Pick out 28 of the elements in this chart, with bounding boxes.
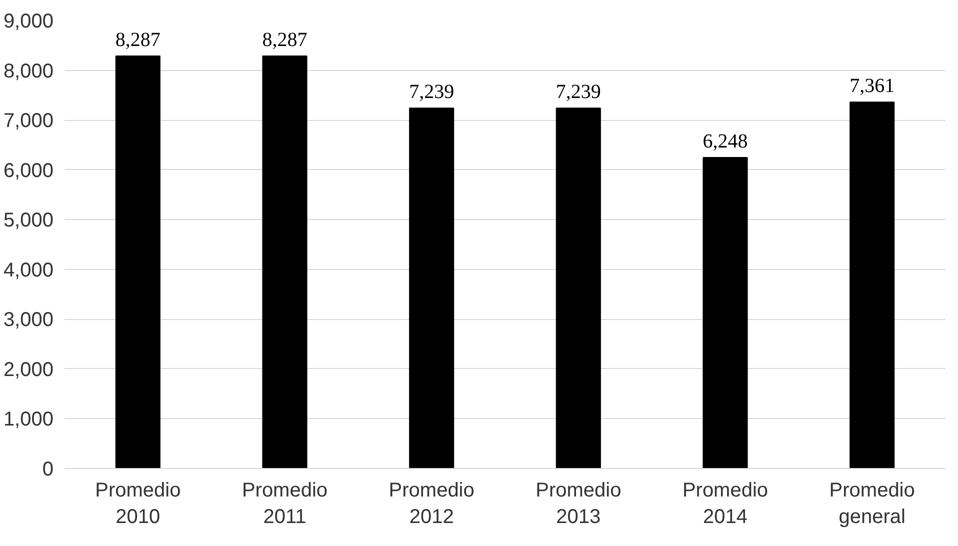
data-label: 7,361 [850, 75, 895, 98]
x-tick-label: Promedio general [829, 480, 915, 528]
y-tick-label: 9,000 [3, 10, 54, 32]
data-label: 8,287 [262, 28, 308, 51]
x-tick-label: Promedio 2014 [682, 480, 768, 528]
y-tick-label: 3,000 [3, 309, 54, 332]
y-tick-label: 6,000 [3, 160, 54, 182]
bar [115, 55, 160, 468]
y-tick-label: 5,000 [3, 210, 54, 232]
bar [409, 108, 454, 468]
x-tick-label: Promedio 2010 [95, 480, 181, 528]
y-tick-label: 0 [42, 458, 54, 480]
data-label: 6,248 [702, 130, 748, 152]
x-tick-label: Promedio 2011 [242, 480, 328, 528]
y-tick-label: 4,000 [3, 259, 54, 282]
bar [702, 156, 748, 468]
bar [556, 108, 601, 468]
y-tick-label: 8,000 [3, 60, 54, 82]
y-tick-label: 7,000 [3, 110, 54, 132]
x-tick-label: Promedio 2012 [388, 480, 474, 528]
data-label: 7,239 [409, 81, 454, 104]
y-tick-label: 1,000 [3, 408, 54, 431]
bar [850, 102, 895, 468]
x-tick-label: Promedio 2013 [536, 480, 622, 528]
y-tick-label: 2,000 [3, 358, 54, 381]
data-label: 8,287 [115, 28, 160, 51]
bar [262, 55, 308, 468]
data-label: 7,239 [556, 81, 601, 104]
